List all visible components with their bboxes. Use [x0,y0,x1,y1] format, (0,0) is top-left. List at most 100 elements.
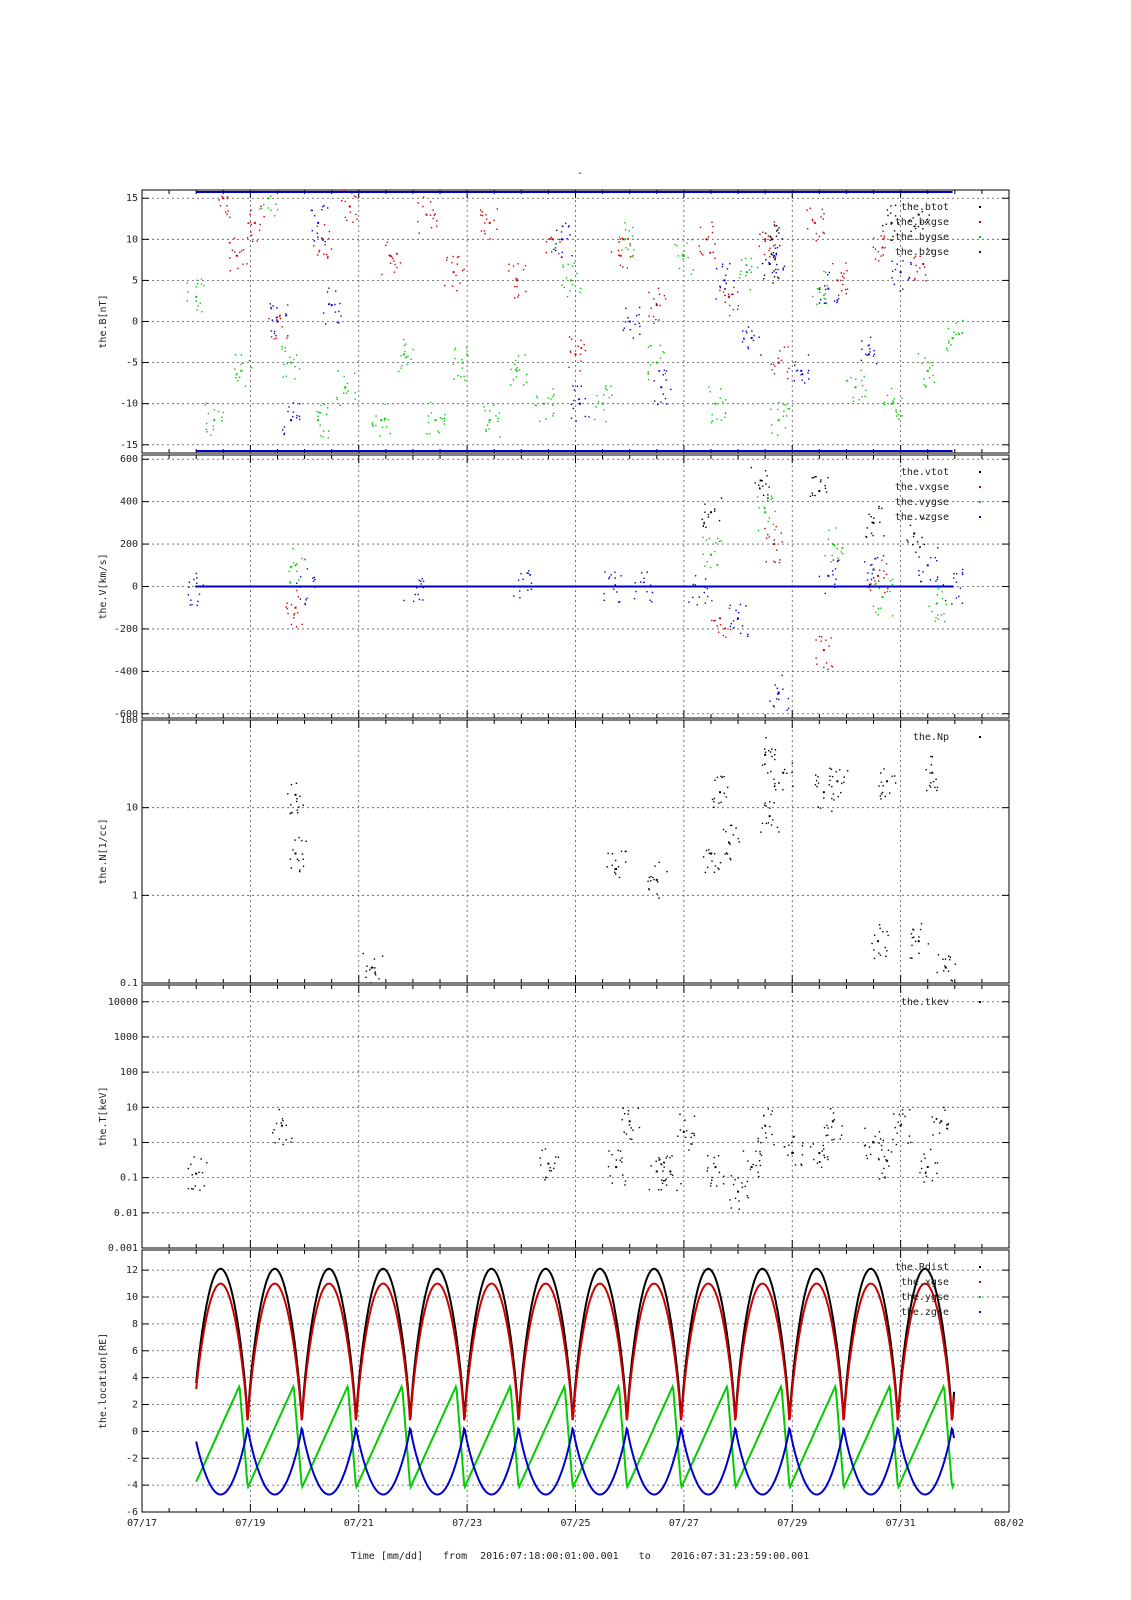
data-point-cloud [882,1139,884,1142]
data-point-cloud [764,763,766,766]
data-point-cloud [614,577,616,579]
data-point [709,852,712,855]
data-point-cloud [229,270,231,272]
data-point-cloud [739,632,742,634]
data-point-cloud [417,220,419,223]
data-point [868,353,871,356]
data-point-cloud [724,288,726,290]
data-point-cloud [236,254,238,257]
data-point-cloud [733,280,735,282]
data-point-cloud [931,1116,934,1118]
data-point-cloud [512,379,515,381]
data-point-cloud [766,475,768,477]
data-point-cloud [545,240,548,243]
y-axis-label: the.location[RE] [98,1333,109,1429]
y-axis-label: the.N[1/cc] [98,818,109,884]
data-point-cloud [327,437,329,439]
data-point [682,1130,685,1133]
data-point-cloud [961,602,964,605]
data-point-cloud [935,580,937,582]
data-point-cloud [860,369,862,372]
data-point-cloud [928,214,930,216]
data-point-cloud [322,436,324,438]
data-point-cloud [483,406,485,408]
data-point-cloud [941,591,943,593]
data-point-cloud [919,1171,921,1174]
data-point-cloud [493,404,495,406]
data-point-cloud [746,1195,748,1197]
data-point-cloud [940,614,943,616]
data-point-cloud [882,238,884,240]
data-point-cloud [268,317,270,320]
data-point-cloud [927,361,929,363]
data-point-cloud [869,589,872,591]
data-point-cloud [679,1113,681,1116]
data-point-cloud [825,662,828,664]
data-point-cloud [942,958,944,960]
data-point-cloud [199,1189,201,1191]
data-point-cloud [578,398,581,400]
data-point-cloud [811,492,813,494]
data-point-cloud [653,380,655,382]
data-point-cloud [561,251,563,254]
data-point-cloud [608,576,611,578]
data-point-cloud [389,432,391,435]
data-point-cloud [520,572,522,575]
data-point-cloud [720,801,722,804]
data-point-cloud [225,211,227,213]
data-point-cloud [773,221,776,223]
data-point-cloud [902,288,904,290]
data-point [515,369,518,372]
data-point-cloud [604,387,607,390]
data-point-cloud [711,600,713,602]
data-point-cloud [879,795,882,797]
data-point-cloud [242,362,244,364]
data-point-cloud [529,574,531,576]
data-point-cloud [195,572,197,575]
data-point-cloud [760,831,762,833]
data-point-cloud [819,481,822,483]
data-point-cloud [191,603,193,606]
y-axis-label: the.V[km/s] [98,553,109,619]
data-point-cloud [865,389,867,392]
data-point-cloud [669,1156,671,1159]
data-point-cloud [260,207,263,210]
data-point-cloud [290,804,292,806]
data-point-cloud [248,359,250,362]
data-point-cloud [270,307,273,310]
data-point-cloud [801,373,804,375]
data-point-cloud [908,277,910,279]
data-point-cloud [624,861,627,863]
data-point-cloud [233,237,236,240]
data-point-cloud [279,315,281,318]
data-point-cloud [713,853,716,855]
series-the.vygse [288,495,947,623]
data-point-cloud [932,1134,934,1136]
data-point-cloud [453,349,456,351]
data-point-cloud [708,386,710,388]
data-point-cloud [285,313,287,315]
data-point-cloud [665,403,668,405]
data-point-cloud [746,332,748,334]
data-point-cloud [454,347,457,349]
data-point-cloud [820,1166,823,1169]
data-point-cloud [310,209,313,212]
data-point-cloud [919,267,921,269]
data-point-cloud [618,241,621,243]
data-point-cloud [834,568,837,570]
data-point-cloud [354,391,356,394]
data-point-cloud [953,331,955,334]
data-point-cloud [778,232,780,234]
data-point-cloud [558,252,560,255]
data-point-cloud [643,577,645,580]
data-point-cloud [403,599,405,602]
data-point-cloud [263,216,265,218]
data-point-cloud [883,404,886,406]
data-point-cloud [739,603,742,606]
data-point-cloud [772,523,775,526]
data-point-cloud [840,551,843,553]
data-point-cloud [226,205,228,207]
data-point-cloud [722,1183,725,1185]
data-point-cloud [917,225,920,228]
data-point-cloud [627,248,630,251]
